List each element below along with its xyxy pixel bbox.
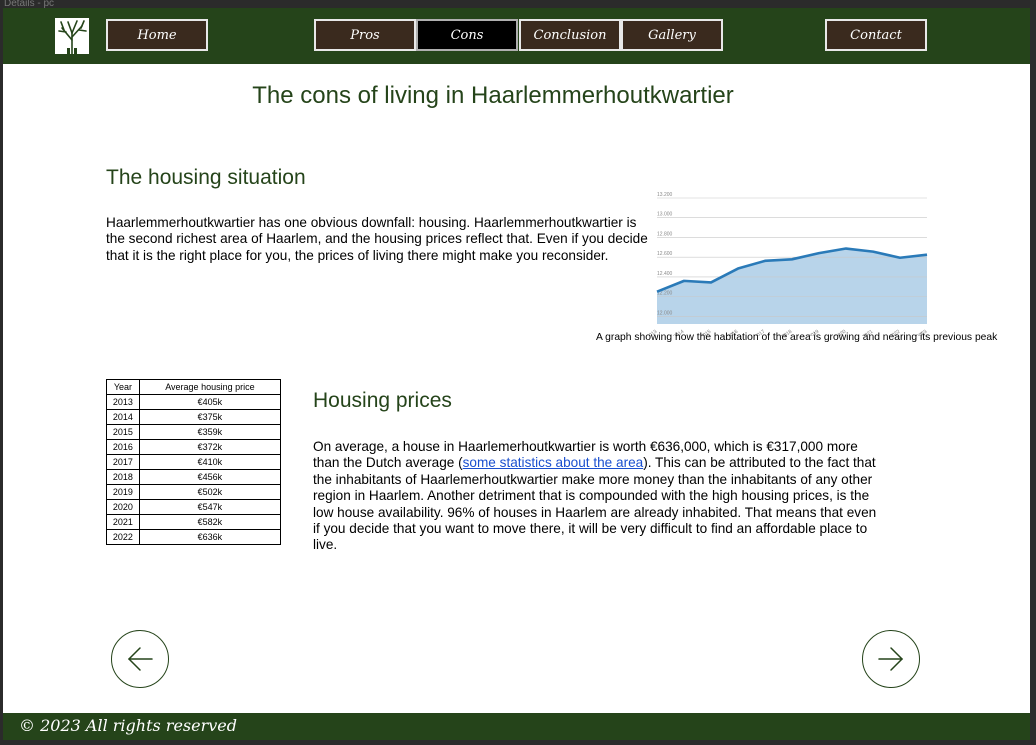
table-cell-price: €547k bbox=[138, 499, 282, 515]
chart-x-tick-label: 2016 bbox=[727, 329, 740, 336]
table-cell-price: €372k bbox=[138, 439, 282, 455]
housing-situation-text: Haarlemmerhoutkwartier has one obvious d… bbox=[106, 215, 648, 263]
table-row: 2020 €547k bbox=[106, 499, 282, 515]
chart-x-tick-label: 2023 bbox=[916, 329, 929, 336]
footer: © 2023 All rights reserved bbox=[3, 713, 1030, 740]
chart-y-tick-label: 12.800 bbox=[657, 231, 673, 237]
chart-x-tick-label: 2018 bbox=[781, 329, 794, 336]
chart-y-tick-label: 12.600 bbox=[657, 251, 673, 257]
nav-contact-button[interactable]: Contact bbox=[825, 19, 927, 51]
table-cell-year: 2016 bbox=[106, 439, 140, 455]
nav-pros-button[interactable]: Pros bbox=[314, 19, 416, 51]
chart-x-tick-label: 2022 bbox=[889, 329, 902, 336]
table-cell-price: €410k bbox=[138, 454, 282, 470]
table-cell-year: 2020 bbox=[106, 499, 140, 515]
table-row: 2017 €410k bbox=[106, 454, 282, 470]
table-cell-price: €359k bbox=[138, 424, 282, 440]
chart-y-tick-label: 13.200 bbox=[657, 192, 673, 198]
table-cell-price: €582k bbox=[138, 514, 282, 530]
habitation-chart: 13.200 13.000 12.800 12.600 12.400 12.200 12.0… bbox=[649, 192, 929, 336]
chart-x-tick-label: 2021 bbox=[862, 329, 875, 336]
table-row: 2013 €405k bbox=[106, 394, 282, 410]
nav-home-button[interactable]: Home bbox=[106, 19, 208, 51]
nav-cons-button[interactable]: Cons bbox=[416, 19, 518, 51]
chart-y-tick-label: 12.400 bbox=[657, 271, 673, 277]
chart-x-tick-label: 2015 bbox=[700, 329, 713, 336]
chart-y-tick-label: 12.000 bbox=[657, 310, 673, 316]
table-row: 2015 €359k bbox=[106, 424, 282, 440]
chart-x-tick-label: 2019 bbox=[808, 329, 821, 336]
previous-page-button[interactable] bbox=[111, 630, 169, 688]
housing-prices-text-part1: On average, a house in Haarlemerhoutkwar… bbox=[313, 439, 858, 471]
table-cell-year: 2018 bbox=[106, 469, 140, 485]
next-page-button[interactable] bbox=[862, 630, 920, 688]
nav-conclusion-button[interactable]: Conclusion bbox=[519, 19, 621, 51]
housing-situation-heading: The housing situation bbox=[106, 166, 306, 189]
chart-x-tick-label: 2020 bbox=[835, 329, 848, 336]
table-cell-price: €502k bbox=[138, 484, 282, 500]
chart-x-tick-label: 2014 bbox=[673, 329, 686, 336]
chart-y-tick-label: 13.000 bbox=[657, 212, 673, 218]
housing-prices-heading: Housing prices bbox=[313, 389, 452, 412]
arrow-left-icon bbox=[127, 647, 153, 671]
statistics-link[interactable]: some statistics about the area bbox=[462, 455, 644, 471]
tree-logo-icon[interactable] bbox=[55, 18, 89, 55]
chart-caption: A graph showing how the habitation of th… bbox=[596, 332, 998, 343]
table-cell-year: 2014 bbox=[106, 409, 140, 425]
table-header-row: Year Average housing price bbox=[106, 379, 282, 395]
nav-gallery-button[interactable]: Gallery bbox=[621, 19, 723, 51]
arrow-right-icon bbox=[878, 647, 904, 671]
table-cell-year: 2019 bbox=[106, 484, 140, 500]
housing-prices-text-part2: ). This can be attributed to the fact th… bbox=[313, 455, 877, 553]
window-title: Details - pc bbox=[0, 0, 1036, 8]
table-row: 2016 €372k bbox=[106, 439, 282, 455]
page-frame: Home Pros Cons Conclusion Gallery Contac… bbox=[3, 8, 1030, 740]
chart-area-fill bbox=[657, 248, 927, 324]
page-title: The cons of living in Haarlemmerhoutkwar… bbox=[252, 82, 734, 109]
table-header-year: Year bbox=[106, 379, 140, 395]
table-cell-year: 2013 bbox=[106, 394, 140, 410]
table-cell-year: 2021 bbox=[106, 514, 140, 530]
table-cell-year: 2015 bbox=[106, 424, 140, 440]
copyright-text: © 2023 All rights reserved bbox=[19, 716, 237, 735]
table-cell-year: 2017 bbox=[106, 454, 140, 470]
table-row: 2022 €636k bbox=[106, 529, 282, 545]
housing-prices-text: On average, a house in Haarlemerhoutkwar… bbox=[313, 439, 878, 554]
chart-x-tick-label: 2013 bbox=[649, 329, 658, 336]
housing-price-table: Year Average housing price 2013 €405k 201… bbox=[106, 379, 282, 545]
chart-series-line bbox=[656, 247, 928, 293]
table-cell-price: €405k bbox=[138, 394, 282, 410]
table-row: 2018 €456k bbox=[106, 469, 282, 485]
table-cell-year: 2022 bbox=[106, 529, 140, 545]
chart-y-tick-label: 12.200 bbox=[657, 291, 673, 297]
table-row: 2019 €502k bbox=[106, 484, 282, 500]
table-cell-price: €456k bbox=[138, 469, 282, 485]
table-cell-price: €636k bbox=[138, 529, 282, 545]
table-header-price: Average housing price bbox=[138, 379, 282, 395]
table-row: 2014 €375k bbox=[106, 409, 282, 425]
top-navigation: Home Pros Cons Conclusion Gallery Contac… bbox=[3, 8, 1030, 64]
chart-x-tick-label: 2017 bbox=[754, 329, 767, 336]
table-cell-price: €375k bbox=[138, 409, 282, 425]
table-row: 2021 €582k bbox=[106, 514, 282, 530]
